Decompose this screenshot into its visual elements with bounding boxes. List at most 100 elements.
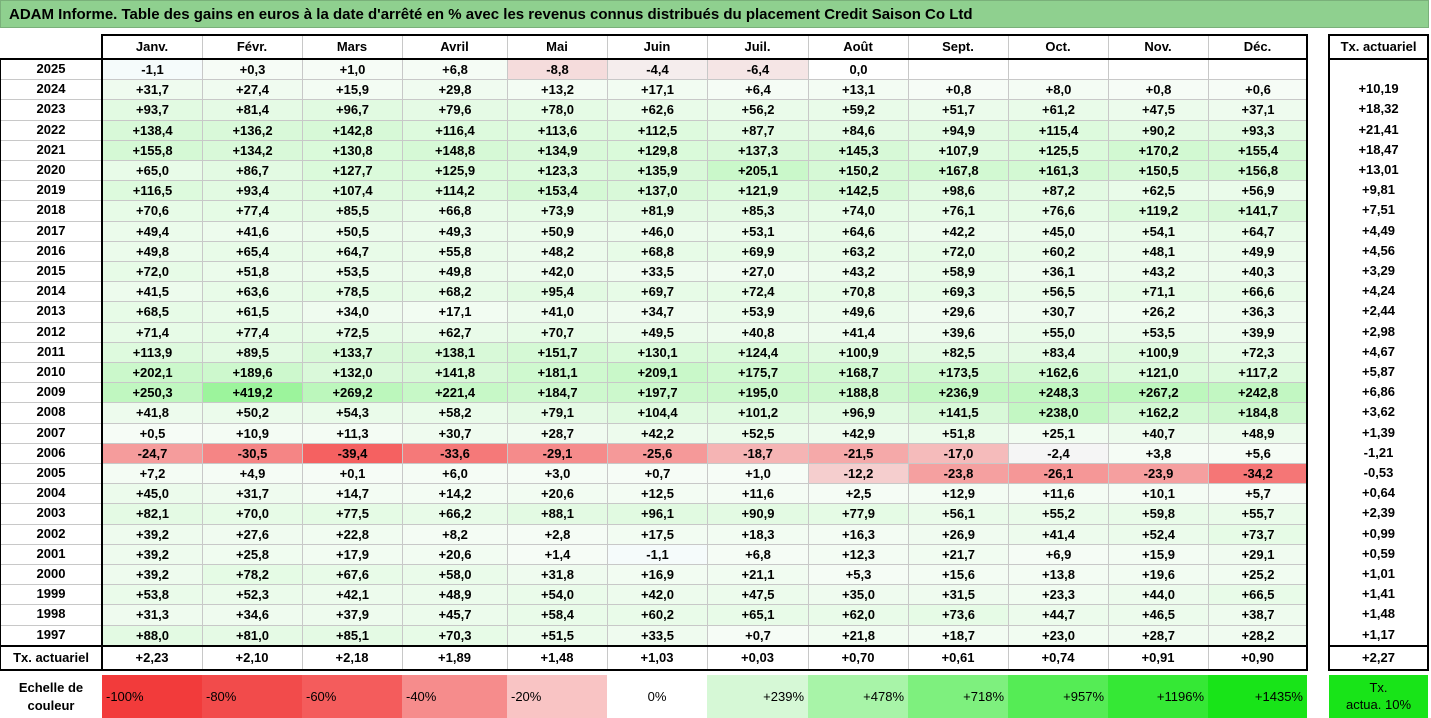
grid-line [0, 200, 1307, 201]
gain-cell: +64,7 [303, 241, 402, 261]
gain-cell: +46,0 [608, 221, 707, 241]
gain-cell: +72,4 [708, 282, 808, 302]
grid-line [1328, 34, 1429, 36]
gain-cell: -39,4 [303, 443, 402, 463]
grid-line [1108, 34, 1109, 669]
gain-cell: +48,1 [1109, 241, 1208, 261]
summary-rate-cell: +2,23 [135, 649, 169, 665]
gain-cell: +137,3 [708, 140, 808, 160]
gain-cell: +12,5 [608, 484, 707, 504]
gain-cell: +70,3 [403, 625, 507, 645]
gain-cell: +20,6 [403, 544, 507, 564]
month-header-3: Mars [336, 39, 368, 54]
gain-cell: +41,8 [103, 403, 202, 423]
gain-cell: +33,5 [608, 262, 707, 282]
gain-cell: +127,7 [303, 161, 402, 181]
gain-cell: +68,8 [608, 241, 707, 261]
year-label: 2004 [36, 485, 66, 501]
gain-cell: +25,2 [1209, 565, 1307, 585]
gain-cell: +29,8 [403, 80, 507, 100]
gain-cell: +39,2 [103, 544, 202, 564]
grid-line [507, 34, 508, 669]
gain-cell: +202,1 [103, 363, 202, 383]
grid-line [0, 463, 1307, 464]
rate-cell: +4,24 [1362, 283, 1395, 299]
year-label: 2025 [36, 61, 66, 76]
scale-swatch: -40% [402, 675, 507, 718]
gain-cell: +42,2 [909, 221, 1008, 241]
gain-cell: +142,8 [303, 120, 402, 140]
gain-cell: +0,7 [608, 464, 707, 484]
gain-cell: +55,8 [403, 241, 507, 261]
year-label: 2011 [36, 343, 66, 359]
month-header-12: Déc. [1243, 39, 1272, 54]
gain-cell: +133,7 [303, 342, 402, 362]
summary-rate-cell: +0,70 [841, 649, 875, 665]
gain-cell: +55,7 [1209, 504, 1307, 524]
summary-rate-cell: +0,74 [1041, 649, 1075, 665]
gain-cell: +77,9 [809, 504, 908, 524]
gain-cell: +34,7 [608, 302, 707, 322]
grid-line [1008, 34, 1009, 669]
rate-cell: +7,51 [1362, 202, 1395, 218]
gain-cell: +0,5 [103, 423, 202, 443]
grid-line [0, 221, 1307, 222]
gain-cell: +66,2 [403, 504, 507, 524]
gain-cell: +134,9 [508, 140, 607, 160]
year-label: 2024 [36, 81, 66, 97]
gain-cell: +181,1 [508, 363, 607, 383]
gain-cell: +48,9 [1209, 423, 1307, 443]
rate-cell: +1,41 [1362, 586, 1395, 602]
scale-swatch: +1196% [1108, 675, 1208, 718]
gain-cell: +69,9 [708, 241, 808, 261]
rate-cell: +6,86 [1362, 384, 1395, 400]
grid-line [0, 342, 1307, 343]
gain-cell: +44,7 [1009, 605, 1108, 625]
gain-cell: +45,0 [103, 484, 202, 504]
gain-cell: +35,0 [809, 585, 908, 605]
gain-cell: +85,5 [303, 201, 402, 221]
year-label: 2000 [36, 566, 66, 581]
gain-cell: +36,1 [1009, 262, 1108, 282]
grid-line [0, 503, 1307, 504]
gain-cell: +1,0 [303, 60, 402, 80]
grid-line [0, 443, 1307, 444]
gain-cell: +28,2 [1209, 625, 1307, 645]
gain-cell: +66,8 [403, 201, 507, 221]
gain-cell: -23,9 [1109, 464, 1208, 484]
gain-cell: +3,8 [1109, 443, 1208, 463]
gain-cell: +56,2 [708, 100, 808, 120]
gain-cell: +10,1 [1109, 484, 1208, 504]
gain-cell: +47,5 [1109, 100, 1208, 120]
gain-cell: +88,1 [508, 504, 607, 524]
gain-cell: +60,2 [608, 605, 707, 625]
gain-cell: +104,4 [608, 403, 707, 423]
gain-cell: -18,7 [708, 443, 808, 463]
gain-cell: +267,2 [1109, 383, 1208, 403]
gain-cell: +49,5 [608, 322, 707, 342]
gain-cell [1109, 60, 1208, 79]
gain-cell: +59,8 [1109, 504, 1208, 524]
rate-cell: +0,64 [1362, 485, 1395, 501]
gain-cell: +39,2 [103, 524, 202, 544]
gain-cell: -23,8 [909, 464, 1008, 484]
gain-cell: 0,0 [809, 60, 908, 80]
gain-cell: -1,1 [608, 544, 707, 564]
gain-cell: +5,7 [1209, 484, 1307, 504]
gain-cell: +58,0 [403, 565, 507, 585]
year-label: 2020 [36, 162, 66, 177]
gain-cell: +150,5 [1109, 161, 1208, 181]
year-label: 2001 [36, 545, 66, 561]
gain-cell: +238,0 [1009, 403, 1108, 423]
gain-cell: +78,2 [203, 565, 302, 585]
gain-cell: +31,5 [909, 585, 1008, 605]
gain-cell: +93,7 [103, 100, 202, 120]
year-label: 1997 [36, 626, 66, 642]
gain-cell: +155,8 [103, 140, 202, 160]
gain-cell: +89,5 [203, 342, 302, 362]
month-header-4: Avril [440, 39, 469, 54]
gain-cell: +72,5 [303, 322, 402, 342]
gain-cell: -29,1 [508, 443, 607, 463]
grid-line [0, 584, 1307, 585]
grid-line [0, 241, 1307, 242]
